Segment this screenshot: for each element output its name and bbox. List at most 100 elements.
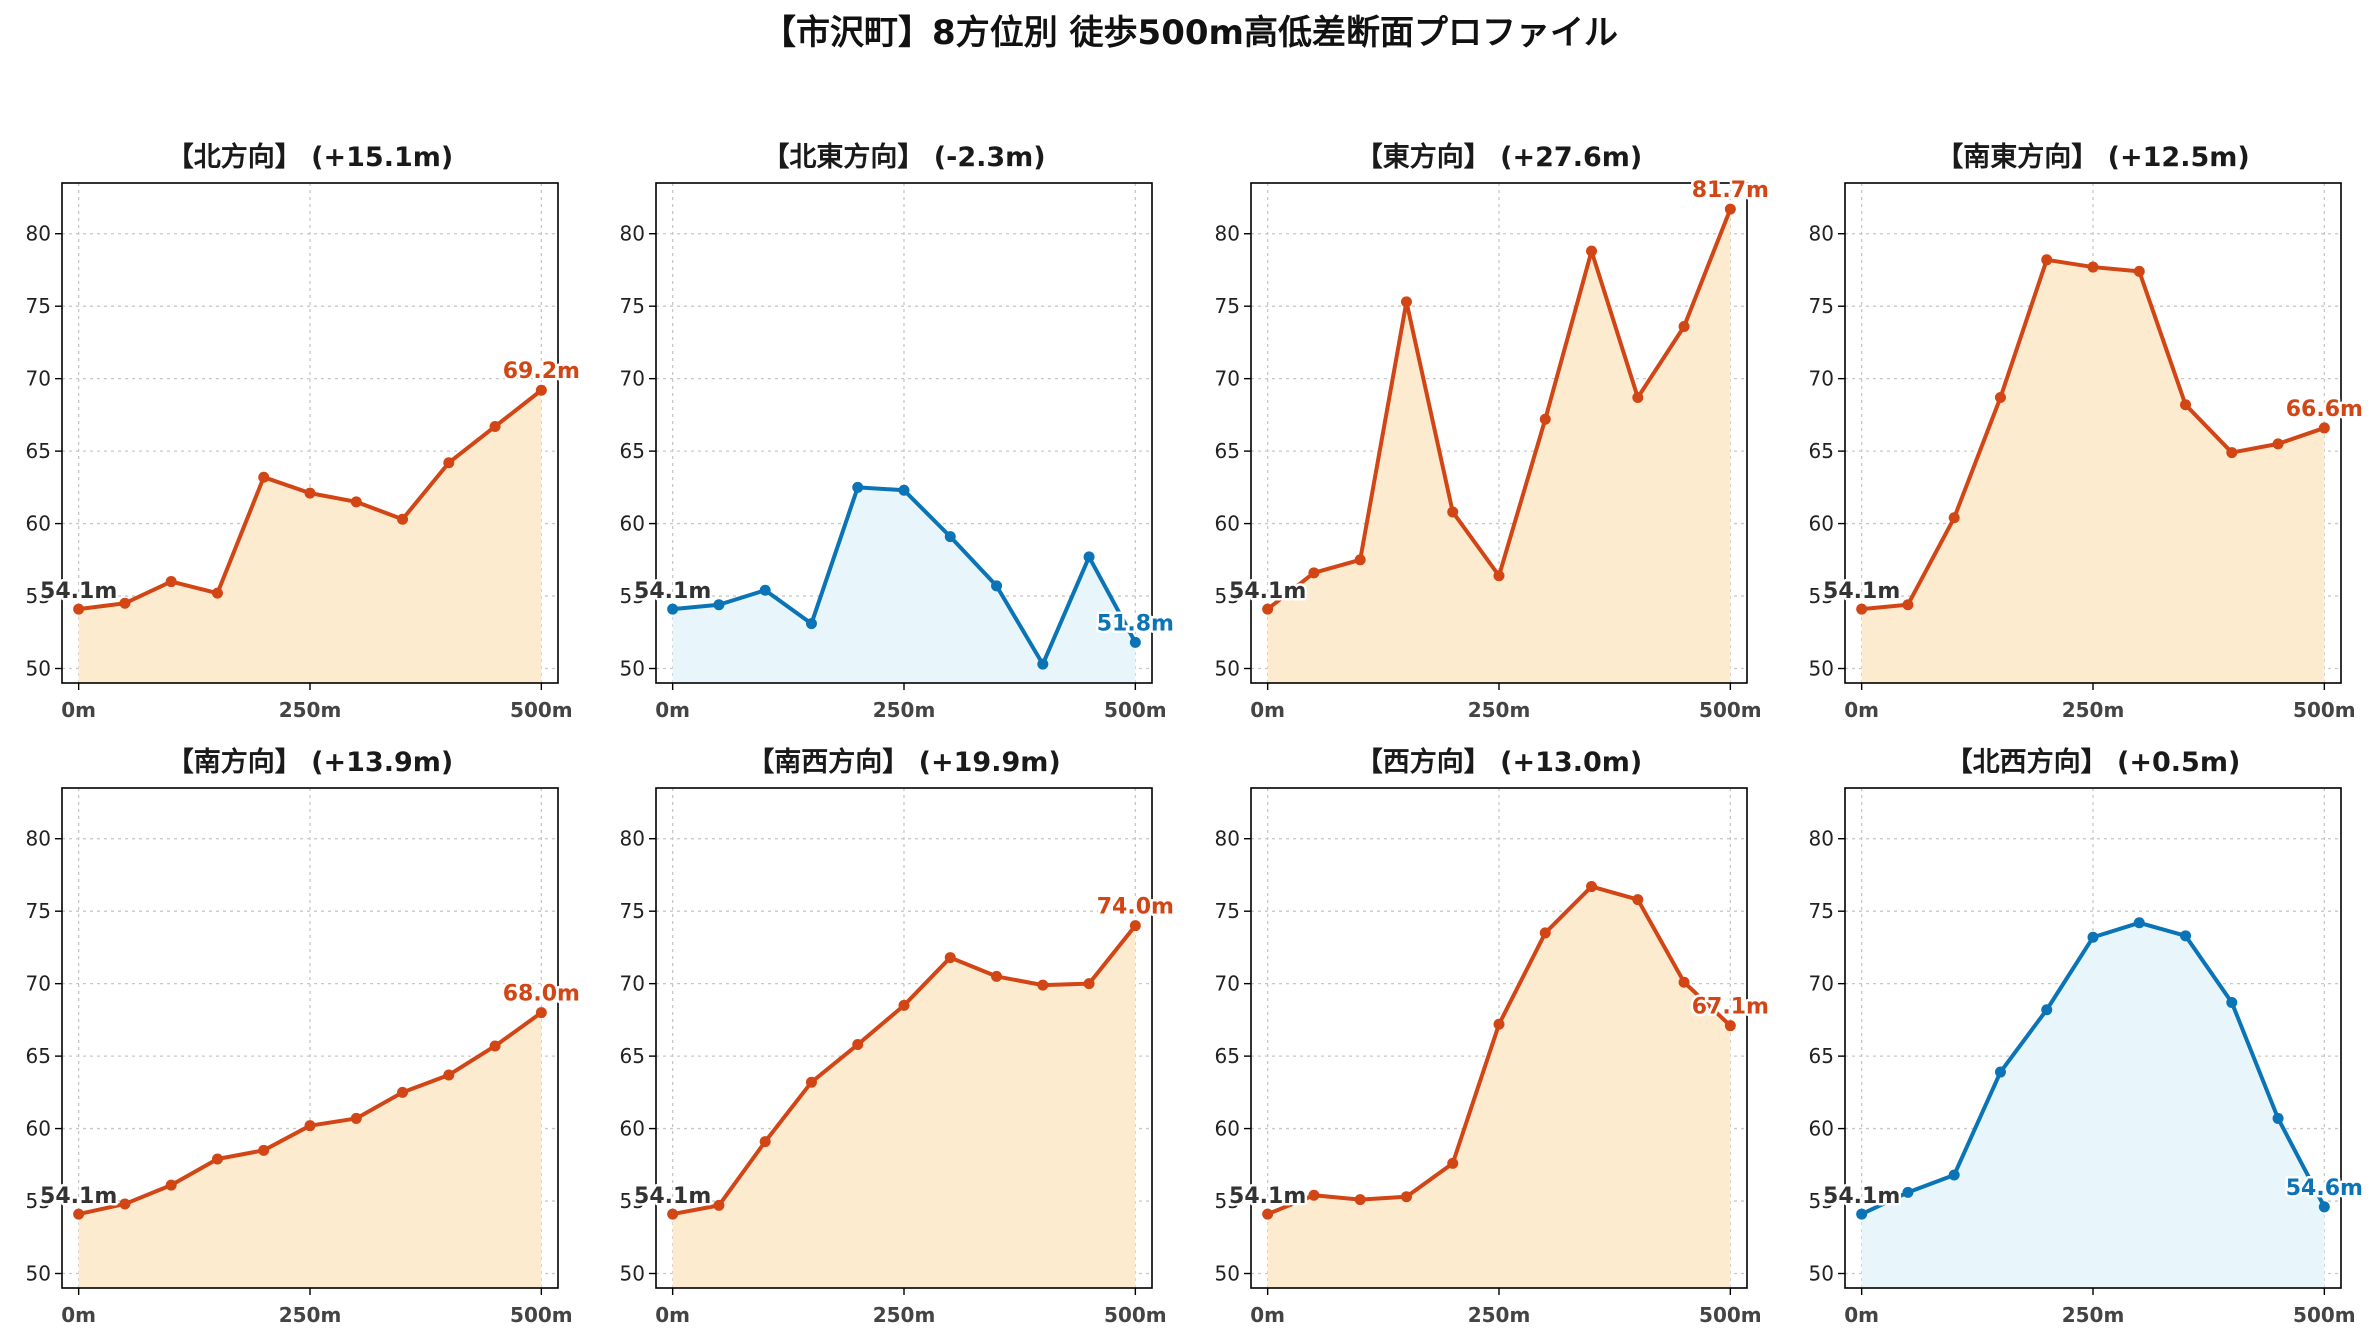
x-tick-label: 500m bbox=[2293, 698, 2356, 722]
y-tick-label: 75 bbox=[1215, 899, 1240, 923]
y-tick-label: 60 bbox=[620, 512, 645, 536]
data-point bbox=[1678, 320, 1690, 332]
data-point bbox=[898, 484, 910, 496]
data-point bbox=[1678, 976, 1690, 988]
start-elevation-label: 54.1m bbox=[40, 579, 117, 604]
y-tick-label: 65 bbox=[26, 439, 51, 463]
data-point bbox=[759, 584, 771, 596]
x-tick-label: 500m bbox=[1104, 698, 1167, 722]
y-tick-label: 75 bbox=[1215, 294, 1240, 318]
y-tick-label: 80 bbox=[26, 222, 51, 246]
x-tick-label: 250m bbox=[873, 1303, 936, 1327]
panel-title: 【南方向】 (+13.9m) bbox=[167, 746, 453, 778]
y-tick-label: 70 bbox=[1215, 367, 1240, 391]
y-tick-label: 55 bbox=[1809, 1189, 1834, 1213]
y-tick-label: 65 bbox=[620, 439, 645, 463]
end-elevation-label: 81.7m bbox=[1692, 178, 1769, 203]
data-point bbox=[1129, 920, 1141, 932]
data-point bbox=[304, 487, 316, 499]
area-fill bbox=[672, 925, 1136, 1288]
start-elevation-label: 54.1m bbox=[1229, 1184, 1306, 1209]
data-point bbox=[443, 1069, 455, 1081]
data-point bbox=[1400, 1191, 1412, 1203]
data-point bbox=[1308, 1189, 1320, 1201]
data-point bbox=[713, 1199, 725, 1211]
area-fill bbox=[1267, 209, 1731, 683]
data-point bbox=[1447, 506, 1459, 518]
data-point bbox=[1129, 636, 1141, 648]
panel-title: 【北方向】 (+15.1m) bbox=[167, 141, 453, 173]
data-point bbox=[258, 1144, 270, 1156]
y-tick-label: 55 bbox=[620, 584, 645, 608]
data-point bbox=[759, 1136, 771, 1148]
y-tick-label: 75 bbox=[26, 899, 51, 923]
area-fill bbox=[1861, 259, 2325, 683]
start-elevation-label: 54.1m bbox=[1229, 579, 1306, 604]
figure-title: 【市沢町】8方位別 徒歩500m高低差断面プロファイル bbox=[762, 13, 1618, 53]
y-tick-label: 55 bbox=[620, 1189, 645, 1213]
data-point bbox=[73, 1208, 85, 1220]
data-point bbox=[211, 587, 223, 599]
data-point bbox=[2318, 1201, 2330, 1213]
x-tick-label: 0m bbox=[1844, 1303, 1879, 1327]
data-point bbox=[1400, 296, 1412, 308]
panel-title: 【西方向】 (+13.0m) bbox=[1356, 746, 1642, 778]
data-point bbox=[1902, 599, 1914, 611]
data-point bbox=[944, 952, 956, 964]
y-tick-label: 60 bbox=[26, 512, 51, 536]
y-tick-label: 65 bbox=[620, 1044, 645, 1068]
area-fill bbox=[1861, 922, 2325, 1288]
y-tick-label: 70 bbox=[620, 972, 645, 996]
data-point bbox=[1539, 927, 1551, 939]
x-tick-label: 250m bbox=[2062, 1303, 2125, 1327]
y-tick-label: 60 bbox=[1809, 1117, 1834, 1141]
data-point bbox=[1262, 603, 1274, 615]
data-point bbox=[1447, 1157, 1459, 1169]
y-tick-label: 55 bbox=[1215, 1189, 1240, 1213]
data-point bbox=[119, 597, 131, 609]
end-elevation-label: 69.2m bbox=[503, 359, 580, 384]
data-point bbox=[397, 1086, 409, 1098]
y-tick-label: 50 bbox=[620, 657, 645, 681]
end-elevation-label: 51.8m bbox=[1097, 611, 1174, 636]
data-point bbox=[805, 1076, 817, 1088]
data-point bbox=[898, 999, 910, 1011]
y-tick-label: 75 bbox=[620, 294, 645, 318]
y-tick-label: 60 bbox=[1809, 512, 1834, 536]
profile-panel-6: 【南西方向】 (+19.9m) 50 55 60 65 70 75 80 0m 250m 500m 5… bbox=[620, 746, 1177, 1327]
x-tick-label: 500m bbox=[1699, 1303, 1762, 1327]
y-tick-label: 55 bbox=[26, 1189, 51, 1213]
data-point bbox=[119, 1198, 131, 1210]
profile-panel-1: 【北方向】 (+15.1m) 50 55 60 65 70 75 80 0m 250m 500m 54… bbox=[26, 141, 583, 722]
data-point bbox=[2133, 917, 2145, 929]
y-tick-label: 65 bbox=[1215, 1044, 1240, 1068]
y-tick-label: 80 bbox=[620, 222, 645, 246]
area-fill bbox=[672, 487, 1136, 683]
y-tick-label: 65 bbox=[1809, 439, 1834, 463]
profile-panel-2: 【北東方向】 (-2.3m) 50 55 60 65 70 75 80 0m 250m 500m 54… bbox=[620, 141, 1177, 722]
y-tick-label: 60 bbox=[1215, 512, 1240, 536]
y-tick-label: 50 bbox=[26, 657, 51, 681]
x-tick-label: 250m bbox=[2062, 698, 2125, 722]
end-elevation-label: 67.1m bbox=[1692, 995, 1769, 1020]
x-tick-label: 250m bbox=[279, 1303, 342, 1327]
panel-title: 【東方向】 (+27.6m) bbox=[1356, 141, 1642, 173]
data-point bbox=[1083, 978, 1095, 990]
data-point bbox=[1354, 554, 1366, 566]
data-point bbox=[991, 970, 1003, 982]
data-point bbox=[1308, 567, 1320, 579]
data-point bbox=[1902, 1186, 1914, 1198]
area-fill bbox=[1267, 886, 1731, 1288]
y-tick-label: 60 bbox=[26, 1117, 51, 1141]
y-tick-label: 65 bbox=[26, 1044, 51, 1068]
data-point bbox=[211, 1153, 223, 1165]
data-point bbox=[258, 471, 270, 483]
data-point bbox=[1083, 551, 1095, 563]
data-point bbox=[2226, 447, 2238, 459]
data-point bbox=[350, 496, 362, 508]
x-tick-label: 500m bbox=[510, 1303, 573, 1327]
start-elevation-label: 54.1m bbox=[1823, 1184, 1900, 1209]
data-point bbox=[2041, 254, 2053, 266]
data-point bbox=[944, 531, 956, 543]
data-point bbox=[1856, 603, 1868, 615]
